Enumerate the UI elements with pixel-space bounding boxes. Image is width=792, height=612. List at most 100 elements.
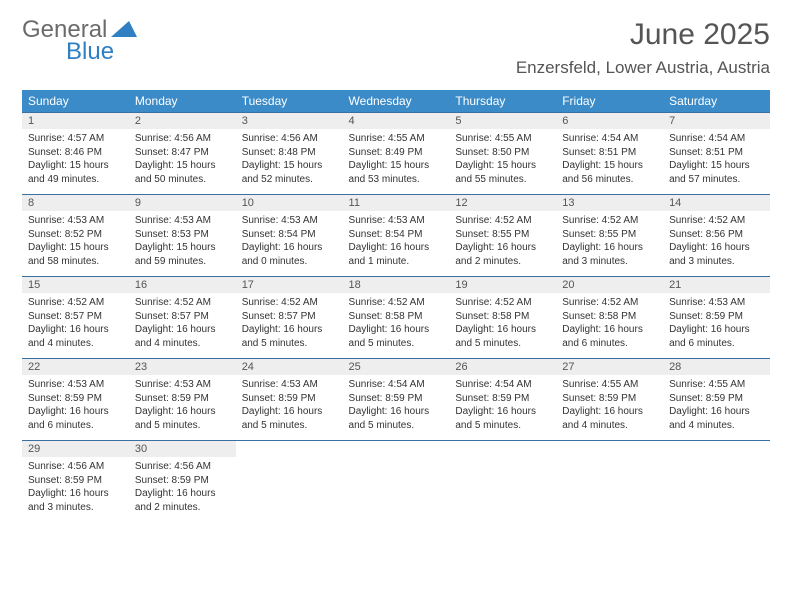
day-body: Sunrise: 4:53 AMSunset: 8:53 PMDaylight:…	[129, 211, 236, 276]
day-number: 10	[236, 195, 343, 211]
day-body: Sunrise: 4:53 AMSunset: 8:59 PMDaylight:…	[22, 375, 129, 440]
day-number: 16	[129, 277, 236, 293]
calendar-cell: 25Sunrise: 4:54 AMSunset: 8:59 PMDayligh…	[343, 359, 450, 441]
day-number: 27	[556, 359, 663, 375]
day-body: Sunrise: 4:55 AMSunset: 8:59 PMDaylight:…	[663, 375, 770, 440]
calendar-cell: 3Sunrise: 4:56 AMSunset: 8:48 PMDaylight…	[236, 113, 343, 195]
month-title: June 2025	[516, 18, 770, 52]
day-body: Sunrise: 4:54 AMSunset: 8:51 PMDaylight:…	[556, 129, 663, 194]
day-body: Sunrise: 4:54 AMSunset: 8:51 PMDaylight:…	[663, 129, 770, 194]
calendar-cell: 30Sunrise: 4:56 AMSunset: 8:59 PMDayligh…	[129, 441, 236, 523]
calendar-cell: 13Sunrise: 4:52 AMSunset: 8:55 PMDayligh…	[556, 195, 663, 277]
day-body: Sunrise: 4:56 AMSunset: 8:59 PMDaylight:…	[129, 457, 236, 522]
day-number: 30	[129, 441, 236, 457]
day-number: 26	[449, 359, 556, 375]
weekday-header: Friday	[556, 90, 663, 113]
day-body: Sunrise: 4:56 AMSunset: 8:48 PMDaylight:…	[236, 129, 343, 194]
calendar-cell: 14Sunrise: 4:52 AMSunset: 8:56 PMDayligh…	[663, 195, 770, 277]
day-body: Sunrise: 4:52 AMSunset: 8:58 PMDaylight:…	[556, 293, 663, 358]
day-number: 6	[556, 113, 663, 129]
calendar-cell: 18Sunrise: 4:52 AMSunset: 8:58 PMDayligh…	[343, 277, 450, 359]
day-body: Sunrise: 4:52 AMSunset: 8:55 PMDaylight:…	[556, 211, 663, 276]
day-body: Sunrise: 4:52 AMSunset: 8:56 PMDaylight:…	[663, 211, 770, 276]
day-body: Sunrise: 4:56 AMSunset: 8:59 PMDaylight:…	[22, 457, 129, 522]
day-body: Sunrise: 4:57 AMSunset: 8:46 PMDaylight:…	[22, 129, 129, 194]
day-number: 23	[129, 359, 236, 375]
weekday-header: Saturday	[663, 90, 770, 113]
calendar-cell: 19Sunrise: 4:52 AMSunset: 8:58 PMDayligh…	[449, 277, 556, 359]
calendar-row: 15Sunrise: 4:52 AMSunset: 8:57 PMDayligh…	[22, 277, 770, 359]
day-body: Sunrise: 4:55 AMSunset: 8:49 PMDaylight:…	[343, 129, 450, 194]
calendar-cell: 20Sunrise: 4:52 AMSunset: 8:58 PMDayligh…	[556, 277, 663, 359]
calendar-cell: 4Sunrise: 4:55 AMSunset: 8:49 PMDaylight…	[343, 113, 450, 195]
calendar-cell: 21Sunrise: 4:53 AMSunset: 8:59 PMDayligh…	[663, 277, 770, 359]
weekday-header: Monday	[129, 90, 236, 113]
calendar-cell: ..	[343, 441, 450, 523]
day-body: Sunrise: 4:53 AMSunset: 8:54 PMDaylight:…	[236, 211, 343, 276]
calendar-cell: ..	[663, 441, 770, 523]
calendar-cell: 2Sunrise: 4:56 AMSunset: 8:47 PMDaylight…	[129, 113, 236, 195]
day-number: 15	[22, 277, 129, 293]
weekday-header: Wednesday	[343, 90, 450, 113]
day-number: 8	[22, 195, 129, 211]
day-number: 14	[663, 195, 770, 211]
calendar-row: 8Sunrise: 4:53 AMSunset: 8:52 PMDaylight…	[22, 195, 770, 277]
day-number: 18	[343, 277, 450, 293]
calendar-cell: 24Sunrise: 4:53 AMSunset: 8:59 PMDayligh…	[236, 359, 343, 441]
day-number: 24	[236, 359, 343, 375]
day-body: Sunrise: 4:55 AMSunset: 8:59 PMDaylight:…	[556, 375, 663, 440]
day-number: 29	[22, 441, 129, 457]
calendar-cell: 15Sunrise: 4:52 AMSunset: 8:57 PMDayligh…	[22, 277, 129, 359]
calendar-cell: 29Sunrise: 4:56 AMSunset: 8:59 PMDayligh…	[22, 441, 129, 523]
weekday-header-row: SundayMondayTuesdayWednesdayThursdayFrid…	[22, 90, 770, 113]
calendar-cell: ..	[449, 441, 556, 523]
calendar-cell: 26Sunrise: 4:54 AMSunset: 8:59 PMDayligh…	[449, 359, 556, 441]
calendar-cell: 17Sunrise: 4:52 AMSunset: 8:57 PMDayligh…	[236, 277, 343, 359]
day-number: 28	[663, 359, 770, 375]
day-number: 7	[663, 113, 770, 129]
day-body: Sunrise: 4:53 AMSunset: 8:52 PMDaylight:…	[22, 211, 129, 276]
calendar-cell: ..	[236, 441, 343, 523]
calendar-table: SundayMondayTuesdayWednesdayThursdayFrid…	[22, 90, 770, 522]
day-body: Sunrise: 4:53 AMSunset: 8:59 PMDaylight:…	[129, 375, 236, 440]
day-body: Sunrise: 4:54 AMSunset: 8:59 PMDaylight:…	[449, 375, 556, 440]
day-number: 2	[129, 113, 236, 129]
calendar-cell: 10Sunrise: 4:53 AMSunset: 8:54 PMDayligh…	[236, 195, 343, 277]
calendar-cell: 23Sunrise: 4:53 AMSunset: 8:59 PMDayligh…	[129, 359, 236, 441]
calendar-cell: 27Sunrise: 4:55 AMSunset: 8:59 PMDayligh…	[556, 359, 663, 441]
calendar-cell: 8Sunrise: 4:53 AMSunset: 8:52 PMDaylight…	[22, 195, 129, 277]
day-body: Sunrise: 4:52 AMSunset: 8:55 PMDaylight:…	[449, 211, 556, 276]
weekday-header: Thursday	[449, 90, 556, 113]
day-body: Sunrise: 4:55 AMSunset: 8:50 PMDaylight:…	[449, 129, 556, 194]
calendar-cell: 9Sunrise: 4:53 AMSunset: 8:53 PMDaylight…	[129, 195, 236, 277]
day-number: 22	[22, 359, 129, 375]
day-number: 3	[236, 113, 343, 129]
day-body: Sunrise: 4:52 AMSunset: 8:58 PMDaylight:…	[343, 293, 450, 358]
day-body: Sunrise: 4:54 AMSunset: 8:59 PMDaylight:…	[343, 375, 450, 440]
day-body: Sunrise: 4:53 AMSunset: 8:59 PMDaylight:…	[236, 375, 343, 440]
day-body: Sunrise: 4:56 AMSunset: 8:47 PMDaylight:…	[129, 129, 236, 194]
header-bar: General Blue June 2025 Enzersfeld, Lower…	[22, 18, 770, 78]
day-body: Sunrise: 4:52 AMSunset: 8:57 PMDaylight:…	[129, 293, 236, 358]
calendar-row: 1Sunrise: 4:57 AMSunset: 8:46 PMDaylight…	[22, 113, 770, 195]
day-number: 17	[236, 277, 343, 293]
calendar-cell: 1Sunrise: 4:57 AMSunset: 8:46 PMDaylight…	[22, 113, 129, 195]
day-number: 9	[129, 195, 236, 211]
calendar-cell: 12Sunrise: 4:52 AMSunset: 8:55 PMDayligh…	[449, 195, 556, 277]
calendar-cell: 22Sunrise: 4:53 AMSunset: 8:59 PMDayligh…	[22, 359, 129, 441]
calendar-cell: 28Sunrise: 4:55 AMSunset: 8:59 PMDayligh…	[663, 359, 770, 441]
day-number: 13	[556, 195, 663, 211]
calendar-cell: 16Sunrise: 4:52 AMSunset: 8:57 PMDayligh…	[129, 277, 236, 359]
day-body: Sunrise: 4:52 AMSunset: 8:57 PMDaylight:…	[236, 293, 343, 358]
weekday-header: Tuesday	[236, 90, 343, 113]
location-text: Enzersfeld, Lower Austria, Austria	[516, 58, 770, 78]
logo-word2: Blue	[66, 38, 137, 66]
calendar-cell: 7Sunrise: 4:54 AMSunset: 8:51 PMDaylight…	[663, 113, 770, 195]
calendar-row: 22Sunrise: 4:53 AMSunset: 8:59 PMDayligh…	[22, 359, 770, 441]
logo: General Blue	[22, 18, 137, 66]
calendar-row: 29Sunrise: 4:56 AMSunset: 8:59 PMDayligh…	[22, 441, 770, 523]
day-body: Sunrise: 4:52 AMSunset: 8:57 PMDaylight:…	[22, 293, 129, 358]
calendar-cell: 11Sunrise: 4:53 AMSunset: 8:54 PMDayligh…	[343, 195, 450, 277]
day-number: 5	[449, 113, 556, 129]
day-body: Sunrise: 4:53 AMSunset: 8:54 PMDaylight:…	[343, 211, 450, 276]
